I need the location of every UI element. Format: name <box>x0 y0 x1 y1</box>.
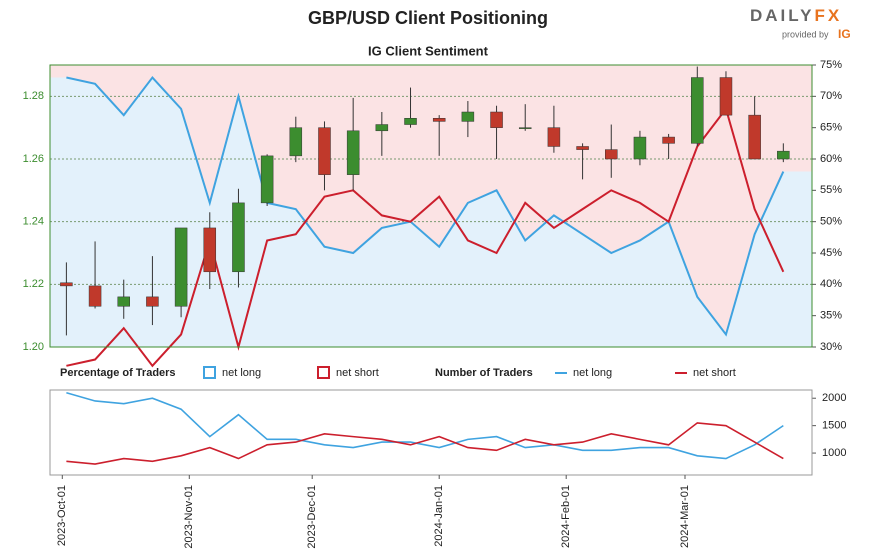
candle-body <box>88 285 102 307</box>
candle-body <box>547 127 561 147</box>
x-tick-label: 2024-Jan-01 <box>433 485 445 547</box>
sentiment-line <box>66 75 785 337</box>
y-tick-label: 1.22 <box>23 278 44 290</box>
candle-body <box>260 155 274 204</box>
y-tick-label: 1.26 <box>23 153 44 165</box>
candle-body <box>518 127 532 129</box>
candle-body <box>174 227 188 307</box>
legend-title: Number of Traders <box>435 367 533 379</box>
provided-by: provided by <box>782 29 829 39</box>
y2-tick-label: 30% <box>820 341 842 353</box>
y-tick-label: 1000 <box>822 447 846 459</box>
candle-body <box>691 77 704 144</box>
candle-body <box>375 124 389 132</box>
candle-body <box>490 111 503 128</box>
candle-body <box>346 130 360 175</box>
candle-body <box>289 127 303 157</box>
y2-tick-label: 55% <box>820 184 842 196</box>
y-tick-label: 1.24 <box>23 216 44 228</box>
y-tick-label: 1.20 <box>23 341 44 353</box>
x-tick-label: 2023-Oct-01 <box>56 485 68 546</box>
candle-body <box>318 127 331 175</box>
legend-title: Percentage of Traders <box>60 367 176 379</box>
traders-line <box>66 422 784 465</box>
y2-tick-label: 40% <box>820 278 842 290</box>
y2-tick-label: 75% <box>820 59 842 71</box>
y2-tick-label: 50% <box>820 216 842 228</box>
legend-label: net long <box>573 367 612 379</box>
legend-label: net long <box>222 367 261 379</box>
candle-body <box>777 150 790 160</box>
candle-body <box>461 111 475 122</box>
candle-body <box>432 118 446 122</box>
candle-body <box>605 149 618 160</box>
y-tick-label: 1500 <box>822 420 846 432</box>
plot-frame <box>49 389 813 476</box>
net-long-area <box>50 77 812 348</box>
candle-body <box>719 77 733 116</box>
candle-body <box>117 296 130 307</box>
brand-b: FX <box>814 6 842 25</box>
candle-body <box>404 118 417 125</box>
candle-body <box>662 136 675 144</box>
legend-swatch <box>203 366 216 379</box>
y2-tick-label: 60% <box>820 153 842 165</box>
y2-tick-label: 35% <box>820 310 842 322</box>
y2-tick-label: 70% <box>820 90 842 102</box>
legend-swatch <box>317 366 330 379</box>
legend-label: net short <box>693 367 736 379</box>
x-tick-label: 2024-Mar-01 <box>679 485 691 548</box>
chart-title: GBP/USD Client Positioning <box>308 8 548 28</box>
plot-frame <box>49 64 813 348</box>
x-tick-label: 2023-Dec-01 <box>306 485 318 549</box>
provider: IG <box>838 27 851 41</box>
brand: DAILYFX <box>750 6 842 25</box>
candle-body <box>576 146 589 150</box>
x-tick-label: 2023-Nov-01 <box>183 485 195 549</box>
sentiment-line <box>66 106 785 368</box>
candle-body <box>60 282 73 287</box>
y2-tick-label: 45% <box>820 247 842 259</box>
candle-body <box>146 296 159 307</box>
candle-body <box>203 227 217 273</box>
x-tick-label: 2024-Feb-01 <box>560 485 572 548</box>
chart-subtitle: IG Client Sentiment <box>368 43 489 58</box>
y-tick-label: 2000 <box>822 392 846 404</box>
traders-line <box>66 391 784 460</box>
candle-body <box>633 136 647 160</box>
legend-label: net short <box>336 367 379 379</box>
y2-tick-label: 65% <box>820 122 842 134</box>
candle-body <box>748 114 761 160</box>
brand-a: DAILY <box>750 6 814 25</box>
y-tick-label: 1.28 <box>23 90 44 102</box>
candle-body <box>232 202 245 273</box>
